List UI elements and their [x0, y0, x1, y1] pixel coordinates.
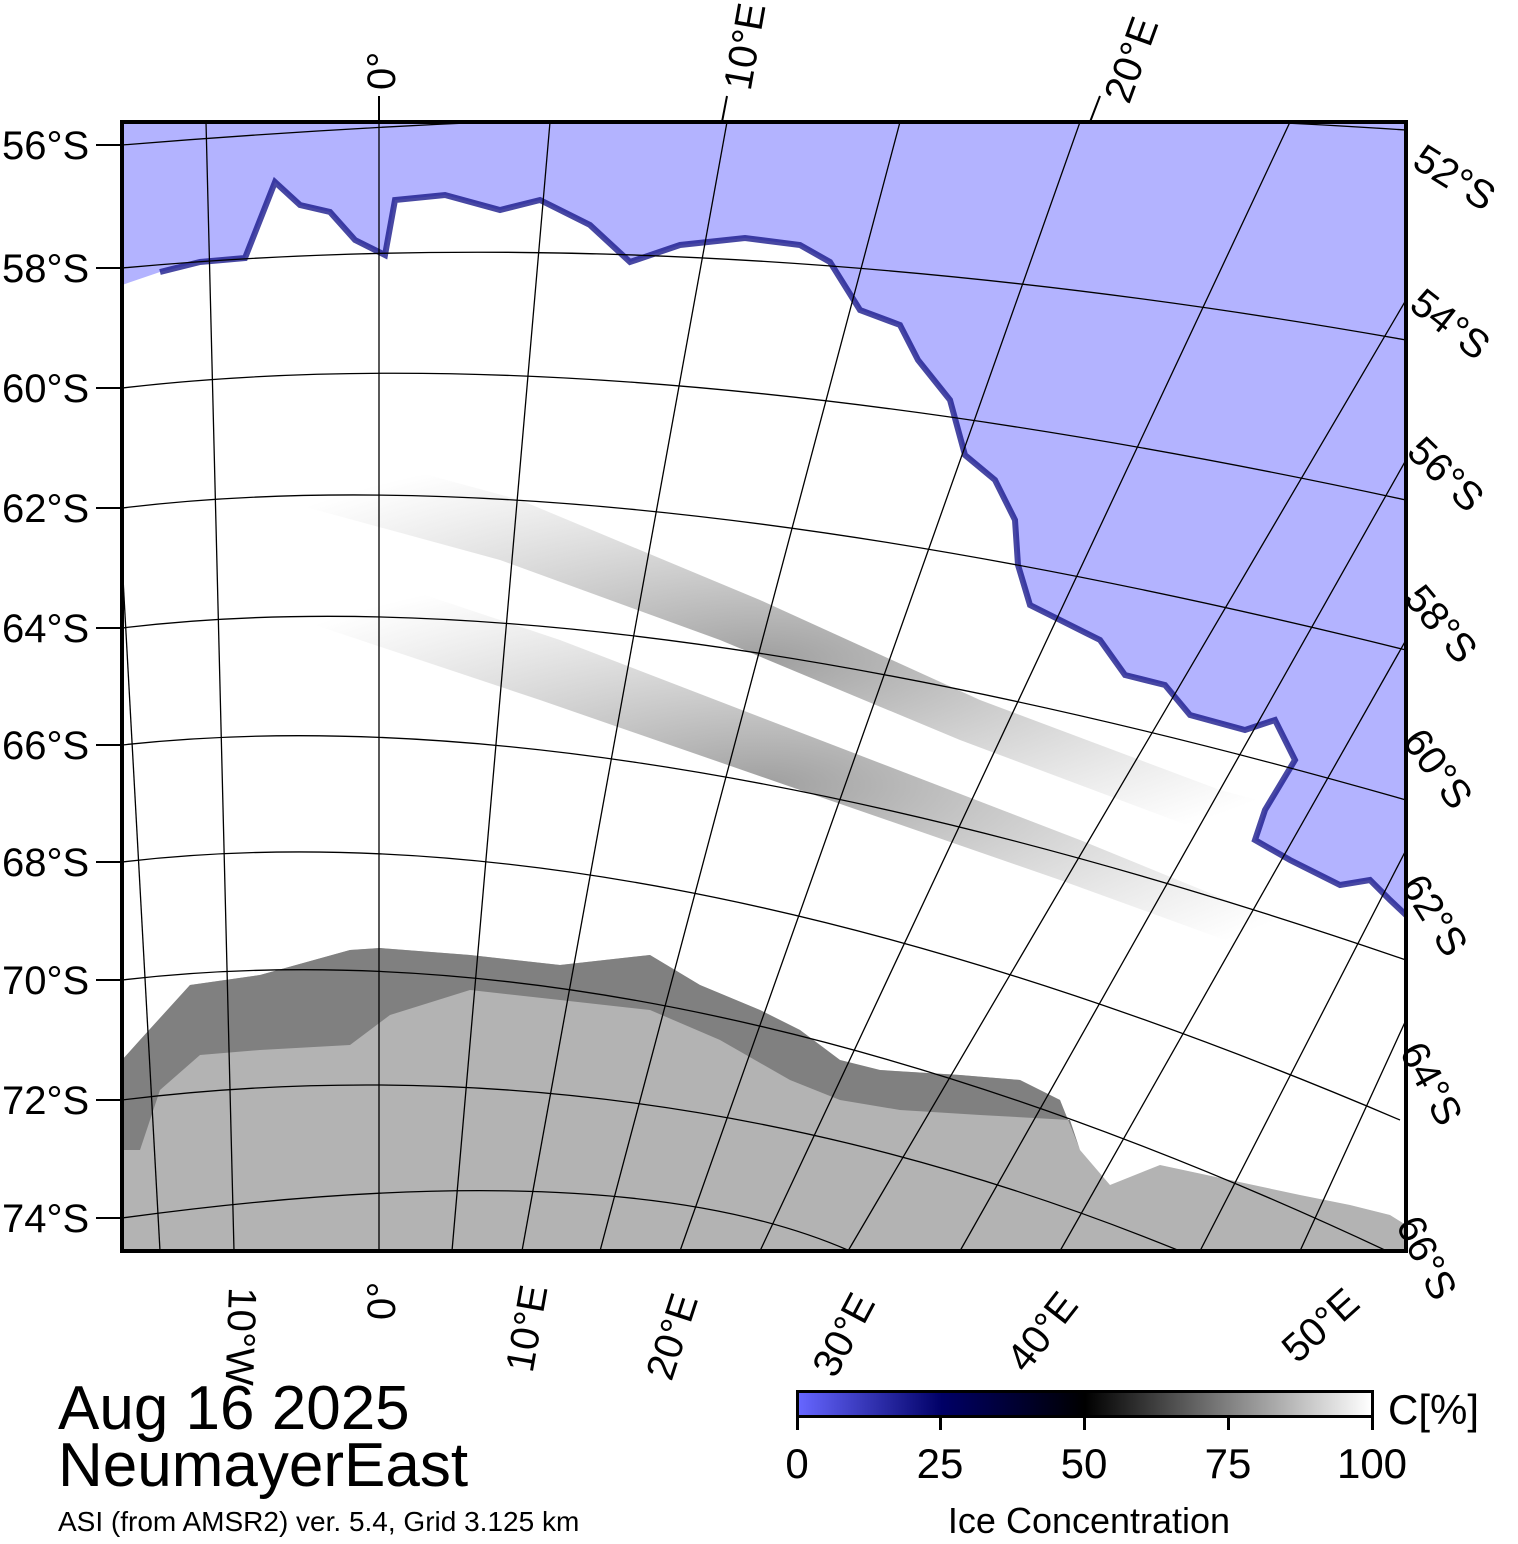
- colorbar-gradient: [796, 1390, 1374, 1418]
- colorbar-unit: C[%]: [1388, 1386, 1480, 1433]
- map-frame: [120, 120, 1408, 1253]
- lat-label-left: 66°S: [2, 724, 90, 768]
- map-date-title: Aug 16 2025: [58, 1374, 410, 1443]
- colorbar-tick-mark: [796, 1418, 799, 1430]
- lat-label-left: 70°S: [2, 959, 90, 1003]
- colorbar-tick-label: 0: [785, 1440, 809, 1487]
- frame-ticks: [96, 95, 1101, 1219]
- colorbar-tick-mark: [1371, 1418, 1374, 1430]
- low-concentration-band-b: [122, 560, 1406, 1010]
- lat-label-left: 58°S: [2, 247, 90, 291]
- antarctic-land: [122, 948, 1406, 1251]
- ice-shelf: [122, 948, 1080, 1150]
- colorbar-tick-label: 25: [916, 1440, 964, 1487]
- lat-label-left: 60°S: [2, 367, 90, 411]
- colorbar-tick-mark: [1227, 1418, 1230, 1430]
- colorbar-tick-mark: [1083, 1418, 1086, 1430]
- lon-label-bottom: 0°: [360, 1281, 404, 1320]
- lat-label-left: 68°S: [2, 841, 90, 885]
- colorbar-tick-label: 100: [1336, 1440, 1408, 1487]
- lat-label-left: 72°S: [2, 1079, 90, 1123]
- lat-label-left: 64°S: [2, 607, 90, 651]
- colorbar-tick-label: 75: [1204, 1440, 1252, 1487]
- lat-label-left: 74°S: [2, 1197, 90, 1241]
- colorbar-tick-mark: [939, 1418, 942, 1430]
- lon-label-top: 0°: [360, 51, 404, 90]
- graticule: [122, 122, 1406, 1251]
- lat-label-left: 56°S: [2, 124, 90, 168]
- colorbar-tick-label: 50: [1060, 1440, 1108, 1487]
- data-source-note: ASI (from AMSR2) ver. 5.4, Grid 3.125 km: [58, 1506, 580, 1537]
- colorbar-title: Ice Concentration: [947, 1500, 1231, 1541]
- lat-label-left: 62°S: [2, 487, 90, 531]
- lon-label-bottom: 10°W: [216, 1286, 264, 1387]
- low-concentration-band-a: [122, 440, 1406, 880]
- map-region-title: NeumayerEast: [58, 1431, 469, 1500]
